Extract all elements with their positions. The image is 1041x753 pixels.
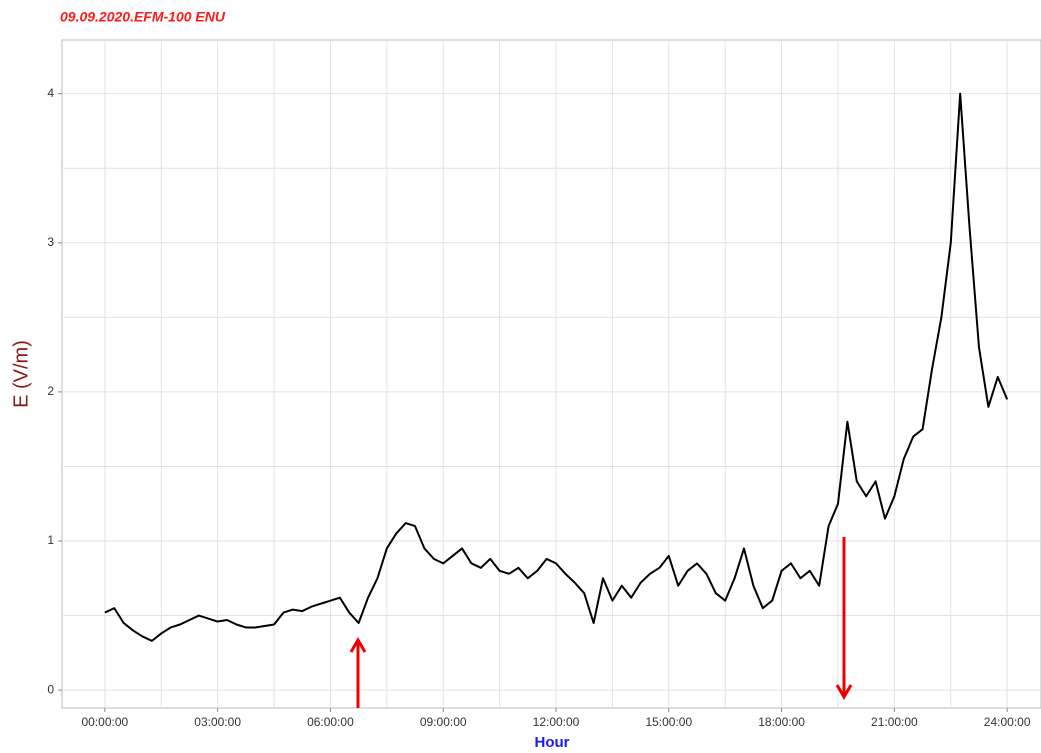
x-axis-label: Hour: [535, 734, 570, 751]
arrow-head: [835, 684, 853, 700]
x-tick-label: 15:00:00: [645, 715, 692, 729]
x-tick-label: 06:00:00: [307, 715, 354, 729]
y-tick-label: 3: [47, 235, 54, 249]
x-tick-label: 24:00:00: [984, 715, 1031, 729]
y-tick-label: 4: [47, 86, 54, 100]
x-tick-label: 21:00:00: [871, 715, 918, 729]
x-tick-label: 00:00:00: [82, 715, 129, 729]
chart-title: 09.09.2020.EFM-100 ENU: [60, 9, 226, 25]
plot-area: [61, 39, 1041, 709]
y-tick-label: 0: [47, 682, 54, 696]
y-tick-label: 1: [47, 533, 54, 547]
arrow-head: [349, 637, 367, 653]
y-tick-label: 2: [47, 384, 54, 398]
x-tick-label: 09:00:00: [420, 715, 467, 729]
x-tick-label: 03:00:00: [194, 715, 241, 729]
y-axis-label: E (V/m): [10, 340, 32, 408]
x-tick-label: 18:00:00: [758, 715, 805, 729]
data-line: [104, 92, 1009, 642]
x-tick-label: 12:00:00: [533, 715, 580, 729]
